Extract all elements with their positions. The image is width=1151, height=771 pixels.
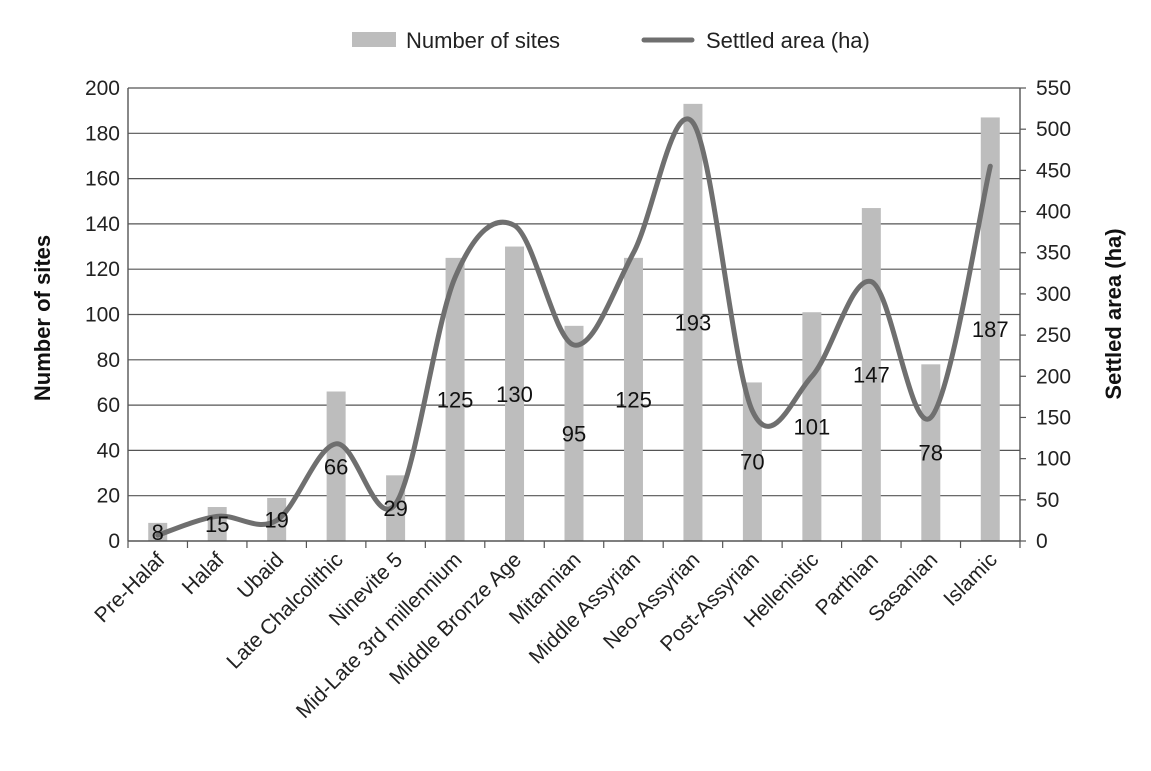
- y-tick-label: 0: [108, 530, 120, 553]
- bar: [505, 246, 525, 542]
- category-label: Islamic: [939, 548, 1001, 610]
- y2-tick-label: 50: [1036, 489, 1059, 512]
- y-tick-label: 180: [85, 122, 120, 145]
- y2-tick-label: 350: [1036, 242, 1071, 265]
- bar: [980, 117, 1000, 541]
- bar: [623, 257, 643, 541]
- data-label: 187: [972, 317, 1009, 342]
- bar: [564, 325, 584, 541]
- y2-tick-label: 0: [1036, 530, 1048, 553]
- y-tick-label: 120: [85, 258, 120, 281]
- data-label: 125: [437, 387, 474, 412]
- data-label: 78: [919, 441, 943, 466]
- bar: [148, 522, 168, 541]
- y2-tick-label: 300: [1036, 283, 1071, 306]
- data-label: 19: [264, 507, 288, 532]
- y2-tick-label: 550: [1036, 77, 1071, 100]
- category-label: Pre-Halaf: [90, 548, 169, 627]
- legend: Number of sites Settled area (ha): [352, 28, 870, 53]
- y-tick-label: 20: [97, 485, 120, 508]
- bar: [445, 257, 465, 541]
- bar: [861, 208, 881, 542]
- legend-swatch-bar: [352, 32, 396, 47]
- data-label: 95: [562, 421, 586, 446]
- y2-tick-label: 200: [1036, 365, 1071, 388]
- left-axis-title: Number of sites: [30, 235, 55, 401]
- y-tick-label: 100: [85, 304, 120, 327]
- line-series: [155, 116, 993, 538]
- data-label: 15: [205, 512, 229, 537]
- category-label: Ubaid: [233, 548, 288, 603]
- y-tick-label: 200: [85, 77, 120, 100]
- legend-label-sites: Number of sites: [406, 28, 560, 53]
- bar: [326, 391, 346, 541]
- bar: [683, 103, 703, 541]
- y-tick-label: 160: [85, 168, 120, 191]
- data-labels: 8 15 19 66 29 125 130 95 125 193 70 101 147 78 187: [152, 310, 1009, 545]
- data-label: 66: [324, 454, 348, 479]
- data-label: 29: [383, 496, 407, 521]
- y2-tick-label: 500: [1036, 118, 1071, 141]
- data-label: 70: [740, 450, 764, 475]
- data-label: 130: [496, 382, 533, 407]
- data-label: 8: [152, 520, 164, 545]
- y-tick-label: 60: [97, 394, 120, 417]
- data-label: 147: [853, 363, 890, 388]
- left-axis-ticks: 0 20 40 60 80 100 120 140 160 180 200: [85, 77, 120, 553]
- y2-tick-label: 450: [1036, 159, 1071, 182]
- settled-area-line: [155, 116, 993, 538]
- data-label: 193: [675, 310, 712, 335]
- bar-series: [148, 103, 1000, 542]
- data-label: 101: [794, 415, 831, 440]
- category-label: Halaf: [178, 548, 229, 599]
- right-axis-ticks: 0 50 100 150 200 250 300 350 400 450 500 550: [1020, 77, 1071, 553]
- y-tick-label: 40: [97, 439, 120, 462]
- y-tick-label: 80: [97, 349, 120, 372]
- y2-tick-label: 100: [1036, 448, 1071, 471]
- axes: [127, 88, 1021, 548]
- data-label: 125: [615, 387, 652, 412]
- y2-tick-label: 250: [1036, 324, 1071, 347]
- y-tick-label: 140: [85, 213, 120, 236]
- legend-label-area: Settled area (ha): [706, 28, 870, 53]
- y2-tick-label: 400: [1036, 201, 1071, 224]
- y2-tick-label: 150: [1036, 406, 1071, 429]
- right-axis-title: Settled area (ha): [1101, 228, 1126, 399]
